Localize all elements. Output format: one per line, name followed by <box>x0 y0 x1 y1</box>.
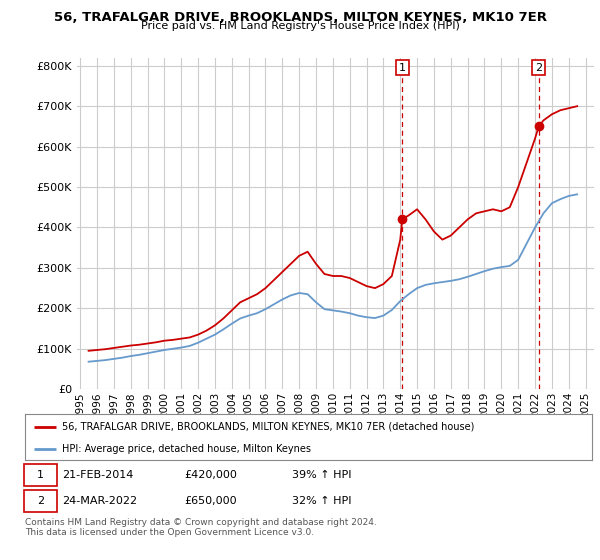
Text: 2: 2 <box>37 496 44 506</box>
Text: 39% ↑ HPI: 39% ↑ HPI <box>292 470 351 480</box>
Text: 21-FEB-2014: 21-FEB-2014 <box>62 470 133 480</box>
Text: Contains HM Land Registry data © Crown copyright and database right 2024.
This d: Contains HM Land Registry data © Crown c… <box>25 518 377 538</box>
Text: 32% ↑ HPI: 32% ↑ HPI <box>292 496 351 506</box>
FancyBboxPatch shape <box>24 464 57 486</box>
Text: 2: 2 <box>535 63 542 73</box>
Text: HPI: Average price, detached house, Milton Keynes: HPI: Average price, detached house, Milt… <box>62 444 311 454</box>
Text: 56, TRAFALGAR DRIVE, BROOKLANDS, MILTON KEYNES, MK10 7ER (detached house): 56, TRAFALGAR DRIVE, BROOKLANDS, MILTON … <box>62 422 475 432</box>
Text: 1: 1 <box>37 470 44 480</box>
Text: 1: 1 <box>399 63 406 73</box>
FancyBboxPatch shape <box>24 490 57 511</box>
Text: Price paid vs. HM Land Registry's House Price Index (HPI): Price paid vs. HM Land Registry's House … <box>140 21 460 31</box>
Text: 56, TRAFALGAR DRIVE, BROOKLANDS, MILTON KEYNES, MK10 7ER: 56, TRAFALGAR DRIVE, BROOKLANDS, MILTON … <box>53 11 547 24</box>
Text: 24-MAR-2022: 24-MAR-2022 <box>62 496 137 506</box>
Text: £420,000: £420,000 <box>184 470 237 480</box>
Text: £650,000: £650,000 <box>184 496 236 506</box>
